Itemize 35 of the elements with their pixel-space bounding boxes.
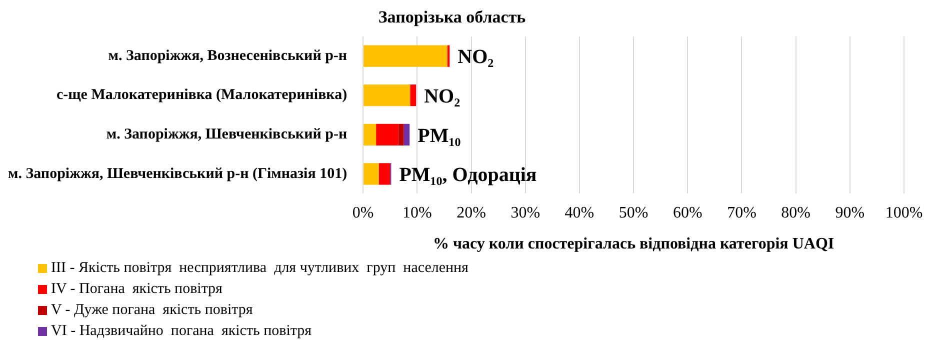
x-tick-label: 10% [402,204,432,222]
bar [447,45,450,67]
bar [364,45,448,67]
legend-label: VI - Надзвичайно погана якість повітря [51,322,312,341]
bar [410,84,416,106]
x-tick-label: 90% [835,204,865,222]
x-tick-label: 30% [510,204,540,222]
bar [364,124,376,146]
bar [364,84,410,106]
x-tick-label: 20% [456,204,486,222]
legend-label: IV - Погана якість повітря [51,280,222,299]
y-tick-label: с-ще Малокатеринівка (Малокатеринівка) [56,87,348,104]
x-tick-label: 70% [727,204,756,222]
x-tick-label: 0% [352,204,374,222]
bar [398,124,404,146]
x-tick-label: 80% [781,204,810,222]
annotation: NO₂ [458,46,494,68]
annotation: PM₁₀, Одорація [399,164,537,186]
bar [378,163,390,185]
legend-label: V - Дуже погана якість повітря [51,301,253,320]
chart-title: Запорізька область [378,8,526,27]
x-tick-label: 60% [672,204,702,222]
bar [404,124,410,146]
x-tick-label: 50% [618,204,648,222]
y-tick-label: м. Запоріжжя, Шевченківський р-н [106,126,348,143]
y-tick-label: м. Запоріжжя, Вознесенівський р-н [108,48,348,64]
legend-label: III - Якість повітря несприятлива для чутливих груп населення [51,259,468,278]
x-tick-label: 40% [564,204,594,222]
x-axis-title: % часу коли спостерігалась відповідна категорія UAQI [432,236,834,253]
y-tick-label: м. Запоріжжя, Шевченківський р-н (Гімназія 101) [8,166,348,182]
x-tick-label: 100% [885,204,923,222]
bar [364,163,379,185]
annotation: PM₁₀ [418,124,461,147]
annotation: NO₂ [424,86,460,108]
bar [376,124,398,146]
